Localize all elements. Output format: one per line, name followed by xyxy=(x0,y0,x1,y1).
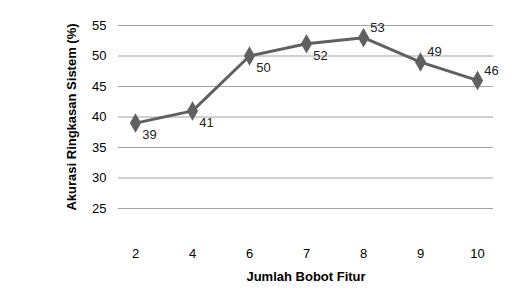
svg-text:53: 53 xyxy=(370,20,384,35)
svg-text:39: 39 xyxy=(142,127,156,142)
svg-text:30: 30 xyxy=(92,170,106,185)
svg-text:2: 2 xyxy=(132,246,139,261)
svg-text:4: 4 xyxy=(189,246,196,261)
svg-text:40: 40 xyxy=(92,109,106,124)
svg-text:55: 55 xyxy=(92,18,106,33)
svg-text:9: 9 xyxy=(417,246,424,261)
svg-text:45: 45 xyxy=(92,79,106,94)
svg-text:10: 10 xyxy=(470,246,484,261)
svg-text:Akurasi Ringkasan Sistem (%): Akurasi Ringkasan Sistem (%) xyxy=(64,23,79,210)
svg-text:50: 50 xyxy=(256,60,270,75)
svg-text:25: 25 xyxy=(92,201,106,216)
svg-text:49: 49 xyxy=(427,44,441,59)
svg-text:7: 7 xyxy=(303,246,310,261)
svg-text:8: 8 xyxy=(360,246,367,261)
svg-text:35: 35 xyxy=(92,140,106,155)
svg-text:50: 50 xyxy=(92,48,106,63)
svg-text:52: 52 xyxy=(313,48,327,63)
svg-text:Jumlah Bobot Fitur: Jumlah Bobot Fitur xyxy=(246,269,365,284)
svg-text:6: 6 xyxy=(246,246,253,261)
svg-text:46: 46 xyxy=(484,63,498,78)
svg-text:41: 41 xyxy=(199,115,213,130)
